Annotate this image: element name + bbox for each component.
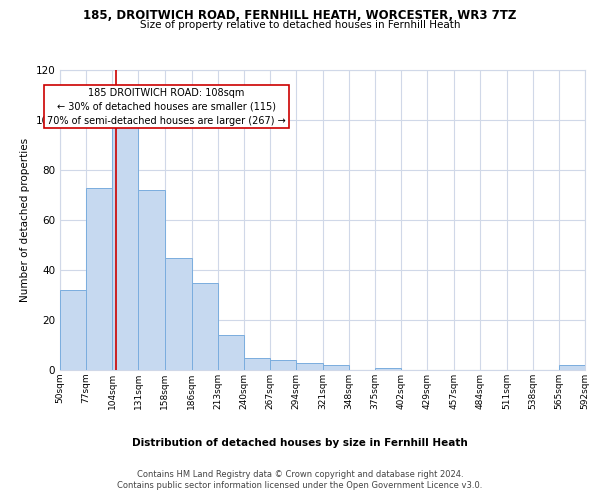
Bar	[164, 258, 192, 370]
Bar	[192, 282, 218, 370]
Bar	[559, 365, 585, 370]
Text: 185, DROITWICH ROAD, FERNHILL HEATH, WORCESTER, WR3 7TZ: 185, DROITWICH ROAD, FERNHILL HEATH, WOR…	[83, 9, 517, 22]
Bar	[270, 360, 296, 370]
Bar	[112, 125, 139, 370]
Bar	[244, 358, 270, 370]
Text: Size of property relative to detached houses in Fernhill Heath: Size of property relative to detached ho…	[140, 20, 460, 30]
Bar	[375, 368, 401, 370]
Y-axis label: Number of detached properties: Number of detached properties	[20, 138, 30, 302]
Text: 185 DROITWICH ROAD: 108sqm
← 30% of detached houses are smaller (115)
70% of sem: 185 DROITWICH ROAD: 108sqm ← 30% of deta…	[47, 88, 286, 126]
Bar	[60, 290, 86, 370]
Bar	[139, 190, 164, 370]
Bar	[296, 362, 323, 370]
Text: Contains public sector information licensed under the Open Government Licence v3: Contains public sector information licen…	[118, 481, 482, 490]
Bar	[218, 335, 244, 370]
Text: Distribution of detached houses by size in Fernhill Heath: Distribution of detached houses by size …	[132, 438, 468, 448]
Bar	[86, 188, 112, 370]
Bar	[323, 365, 349, 370]
Text: Contains HM Land Registry data © Crown copyright and database right 2024.: Contains HM Land Registry data © Crown c…	[137, 470, 463, 479]
